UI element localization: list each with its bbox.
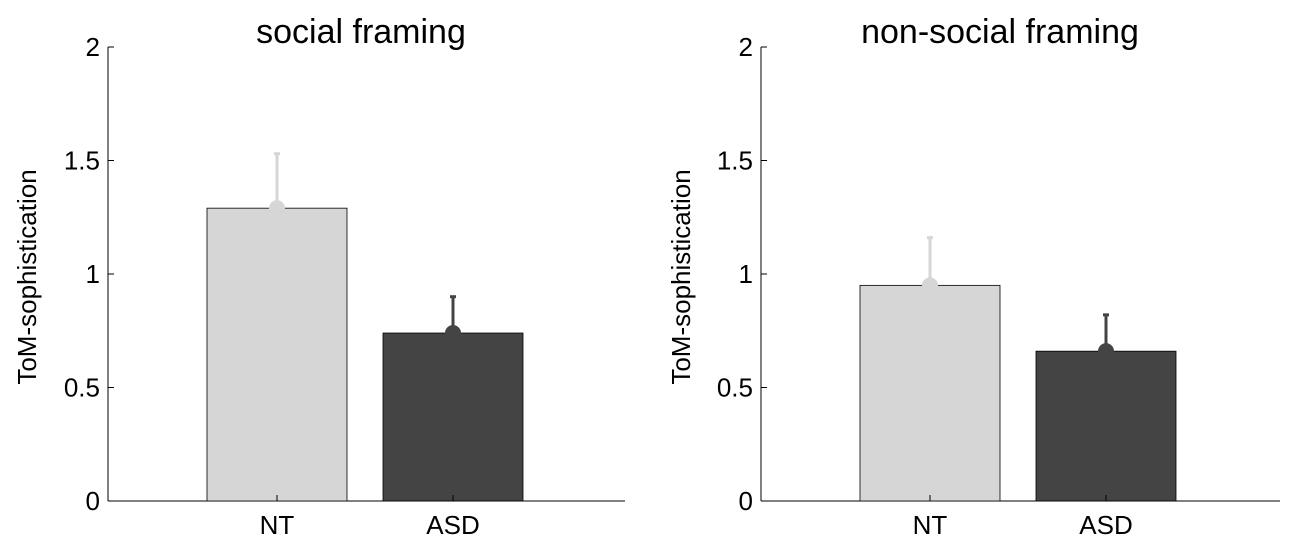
- x-tick-label-nt: NT: [913, 510, 948, 538]
- y-tick-label: 0.5: [717, 373, 753, 403]
- chart-title: non-social framing: [861, 13, 1139, 51]
- x-tick-label-asd: ASD: [1079, 510, 1132, 538]
- bar-asd: [382, 332, 524, 502]
- mean-marker: [269, 200, 285, 217]
- chart-title: social framing: [256, 13, 466, 51]
- y-axis-label: ToM-sophistication: [666, 169, 696, 384]
- y-axis-label: ToM-sophistication: [12, 169, 42, 384]
- bars: [859, 236, 1177, 502]
- mean-marker: [922, 277, 938, 294]
- x-tick-label-asd: ASD: [426, 510, 479, 538]
- mean-marker: [1098, 343, 1114, 360]
- mean-marker: [445, 325, 461, 342]
- y-tick-label: 1.5: [717, 146, 753, 176]
- bar-asd: [1035, 350, 1177, 502]
- bar-nt: [206, 207, 348, 502]
- y-tick-label: 2: [86, 32, 100, 62]
- y-ticks: 0 0.5 1 1.5 2: [64, 32, 114, 516]
- chart-social-framing: social framing ToM-sophistication 0 0.5 1 1…: [12, 13, 625, 538]
- x-tick-label-nt: NT: [260, 510, 295, 538]
- y-tick-label: 1: [86, 259, 100, 289]
- y-tick-label: 2: [739, 32, 753, 62]
- y-ticks: 0 0.5 1 1.5 2: [717, 32, 767, 516]
- y-tick-label: 0: [86, 486, 100, 516]
- y-tick-label: 0.5: [64, 373, 100, 403]
- x-tick-labels: NT ASD: [913, 495, 1133, 538]
- y-tick-label: 1: [739, 259, 753, 289]
- bars: [206, 152, 524, 502]
- x-tick-labels: NT ASD: [260, 495, 480, 538]
- chart-non-social-framing: non-social framing ToM-sophistication 00…: [666, 13, 1280, 538]
- bar-nt: [859, 284, 1001, 502]
- y-tick-label: 0: [739, 486, 753, 516]
- y-tick-label: 1.5: [64, 146, 100, 176]
